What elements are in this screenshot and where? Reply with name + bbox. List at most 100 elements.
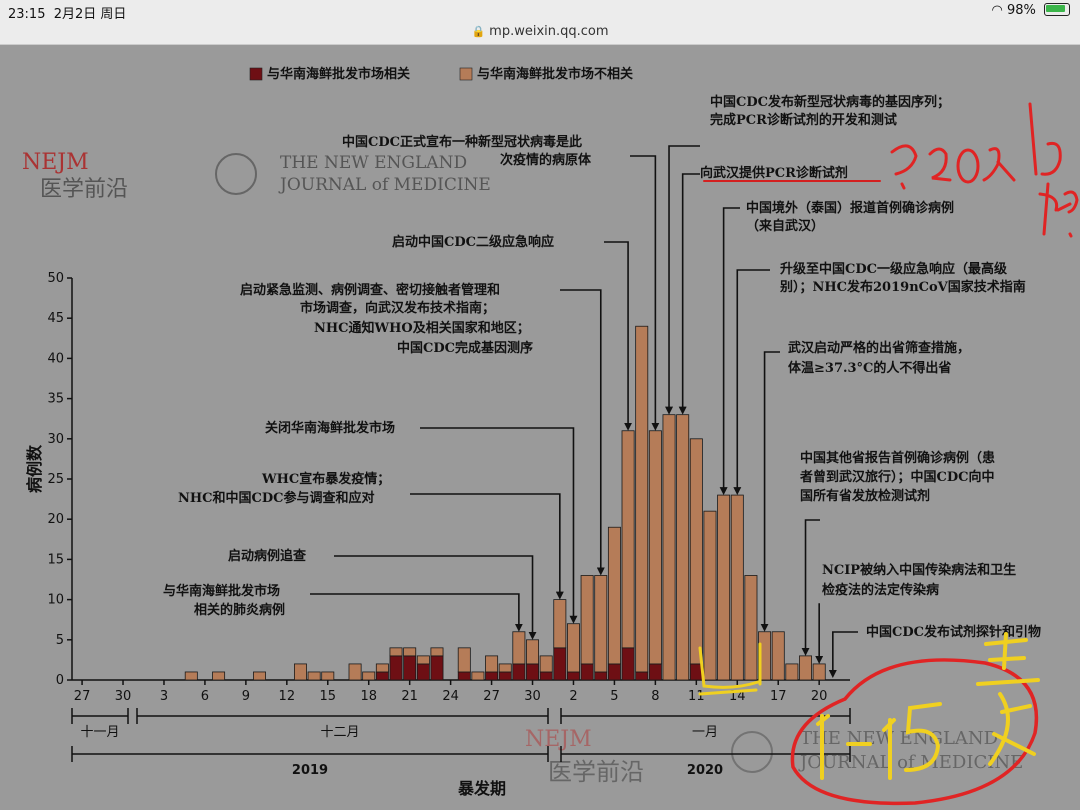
yellow-handwriting-1b (882, 718, 896, 780)
nejm-watermark-cn: 医学前沿 (548, 758, 644, 786)
bar-related (621, 647, 635, 681)
annotation-market-closed: 关闭华南海鲜批发市场 (265, 420, 395, 436)
y-tick-label: 5 (56, 633, 64, 648)
y-tick-label: 25 (47, 472, 64, 487)
x-tick-label: 11 (688, 689, 705, 704)
nejm-logo: NEJM (22, 150, 89, 175)
url-text: mp.weixin.qq.com (489, 24, 609, 39)
bar-unrelated (512, 631, 526, 665)
arrow-thailand (719, 207, 740, 496)
bar-unrelated (293, 663, 307, 681)
bar-unrelated (375, 663, 389, 673)
x-tick-label: 5 (610, 689, 618, 704)
x-tick-label: 18 (360, 689, 377, 704)
x-tick-label: 15 (320, 689, 337, 704)
bar-unrelated (498, 663, 512, 673)
y-tick-label: 50 (47, 271, 64, 286)
status-time: 23:15 (8, 7, 46, 22)
bar-unrelated (607, 526, 621, 665)
bar-unrelated (362, 671, 376, 681)
bar-unrelated (471, 671, 485, 681)
annotation-screening-line1: 武汉启动严格的出省筛查措施， (788, 340, 970, 356)
address-bar[interactable]: 🔒 mp.weixin.qq.com (0, 22, 1080, 45)
arrow-level1 (733, 269, 770, 496)
bar-unrelated (389, 647, 403, 657)
bar-unrelated (348, 663, 362, 681)
red-question-mark-2 (1063, 190, 1079, 238)
annotation-probes: 中国CDC发布试剂探针和引物 (866, 624, 1041, 640)
bar-unrelated (785, 663, 799, 681)
arrow-cdc-pathogen (630, 155, 660, 431)
yellow-mark-bracket (698, 642, 762, 696)
arrow-emergency (560, 289, 605, 576)
bar-unrelated (567, 623, 580, 673)
bar-unrelated (594, 575, 608, 673)
x-ticks: 27 30 3 6 9 12 15 18 21 24 27 30 2 5 8 11 14 17 20 (74, 680, 828, 704)
bar-related (539, 671, 553, 681)
yellow-handwriting-day (976, 632, 1040, 766)
bar-unrelated (717, 494, 731, 681)
bar-unrelated (730, 494, 744, 681)
red-handwriting-r (982, 147, 1016, 182)
y-ticks: 0 5 10 15 20 25 30 35 40 45 50 (47, 271, 72, 688)
x-tick-label: 17 (770, 689, 787, 704)
lock-icon: 🔒 (471, 25, 486, 38)
y-tick-label: 0 (56, 673, 64, 688)
battery-percent: 98% (1006, 3, 1036, 18)
x-tick-label: 20 (811, 689, 828, 704)
annotation-cdc-pathogen-line2: 次疫情的病原体 (500, 152, 592, 168)
bar-unrelated (321, 671, 335, 681)
bar-unrelated (253, 671, 266, 681)
y-tick-label: 30 (47, 432, 64, 447)
bar-related (594, 671, 608, 681)
bar-unrelated (526, 639, 540, 665)
annotation-screening-line2: 体温≥37.3°C的人不得出省 (788, 360, 951, 376)
bar-unrelated (662, 414, 676, 681)
annotation-ncip-law-line2: 检疫法的法定传染病 (822, 582, 939, 598)
red-handwriting-2 (928, 147, 952, 182)
month-label-dec: 十二月 (320, 725, 359, 740)
nejm-watermark-seal-icon (731, 731, 773, 773)
epidemic-curve-chart: 与华南海鲜批发市场相关 与华南海鲜批发市场不相关 NEJM 医学前沿 THE N… (22, 66, 1079, 806)
x-tick-label: 30 (524, 689, 541, 704)
bar-unrelated (457, 647, 471, 673)
journal-line2: JOURNAL of MEDICINE (278, 175, 491, 195)
annotation-arrows (310, 145, 858, 678)
annotation-level2: 启动中国CDC二级应急响应 (392, 234, 554, 250)
x-tick-label: 9 (242, 689, 250, 704)
bar-unrelated (416, 655, 430, 665)
bar-unrelated (648, 430, 662, 665)
arrow-probes (828, 631, 858, 678)
annotation-other-provinces-line3: 国所有省发放检测试剂 (800, 488, 930, 504)
red-circle-mark (790, 658, 1039, 806)
bar-related (498, 671, 512, 681)
annotation-ncip-law: NCIP被纳入中国传染病法和卫生 检疫法的法定传染病 (822, 562, 1021, 598)
yellow-handwriting-1 (816, 714, 830, 780)
y-tick-label: 20 (47, 512, 64, 527)
annotation-whc-outbreak-line2: NHC和中国CDC参与调查和应对 (178, 490, 374, 506)
month-label-jan: 一月 (692, 725, 718, 740)
annotation-emergency: 启动紧急监测、病例调查、密切接触者管理和 市场调查，向武汉发布技术指南； NHC… (240, 282, 534, 356)
y-tick-label: 45 (47, 311, 64, 326)
wifi-icon: ◠ (991, 3, 1003, 18)
status-date: 2月2日 周日 (53, 7, 127, 22)
bar-unrelated (635, 325, 649, 673)
arrow-market-closed (420, 427, 578, 624)
annotation-emergency-line4: 中国CDC完成基因测序 (397, 340, 533, 356)
annotation-thailand: 中国境外（泰国）报道首例确诊病例 （来自武汉） (746, 200, 959, 234)
legend-swatch-unrelated (459, 67, 473, 81)
bar-related (526, 663, 540, 681)
bar-related (607, 663, 621, 681)
bar-unrelated (771, 631, 785, 681)
annotation-cdc-genome-line1: 中国CDC发布新型冠状病毒的基因序列； (710, 94, 950, 110)
annotation-cdc-genome-line2: 完成PCR诊断试剂的开发和测试 (710, 112, 897, 128)
arrow-market-pneumonia (310, 593, 523, 632)
bar-unrelated (676, 414, 690, 681)
year-label-2020: 2020 (687, 763, 723, 778)
nejm-cn-title: 医学前沿 (40, 177, 128, 202)
bar-related (457, 671, 471, 681)
arrow-screening (760, 351, 780, 632)
annotation-market-pneumonia-line2: 相关的肺炎病例 (194, 602, 285, 618)
bar-related (485, 671, 499, 681)
yellow-handwriting-5 (904, 702, 942, 772)
